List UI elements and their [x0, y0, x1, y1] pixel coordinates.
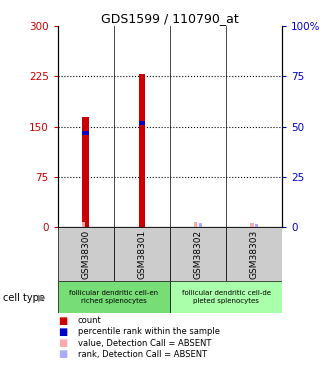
Bar: [250, 223, 253, 227]
Text: ■: ■: [58, 350, 67, 359]
Text: GSM38302: GSM38302: [193, 230, 203, 279]
Text: ▶: ▶: [38, 293, 46, 303]
Text: rank, Detection Call = ABSENT: rank, Detection Call = ABSENT: [78, 350, 207, 359]
Bar: [82, 222, 85, 227]
Bar: [82, 117, 89, 227]
Text: count: count: [78, 316, 101, 325]
Text: ■: ■: [58, 316, 67, 326]
Text: GSM38300: GSM38300: [81, 230, 90, 279]
Bar: [226, 227, 282, 281]
Text: percentile rank within the sample: percentile rank within the sample: [78, 327, 219, 336]
Bar: [82, 131, 89, 135]
Text: cell type: cell type: [3, 293, 45, 303]
Bar: [58, 227, 114, 281]
Text: follicular dendritic cell-en
riched splenocytes: follicular dendritic cell-en riched sple…: [69, 290, 158, 304]
Text: ■: ■: [58, 338, 67, 348]
Bar: [170, 227, 226, 281]
Text: follicular dendritic cell-de
pleted splenocytes: follicular dendritic cell-de pleted sple…: [182, 290, 271, 304]
Bar: [139, 120, 145, 124]
Text: value, Detection Call = ABSENT: value, Detection Call = ABSENT: [78, 339, 211, 348]
Text: GSM38301: GSM38301: [137, 230, 147, 279]
Bar: [194, 222, 197, 227]
Text: ■: ■: [58, 327, 67, 337]
Bar: [255, 224, 258, 227]
Bar: [170, 281, 282, 313]
Bar: [199, 223, 202, 227]
Bar: [114, 227, 170, 281]
Bar: [58, 281, 170, 313]
Bar: [139, 74, 145, 227]
Text: GSM38303: GSM38303: [249, 230, 259, 279]
Title: GDS1599 / 110790_at: GDS1599 / 110790_at: [101, 12, 239, 25]
